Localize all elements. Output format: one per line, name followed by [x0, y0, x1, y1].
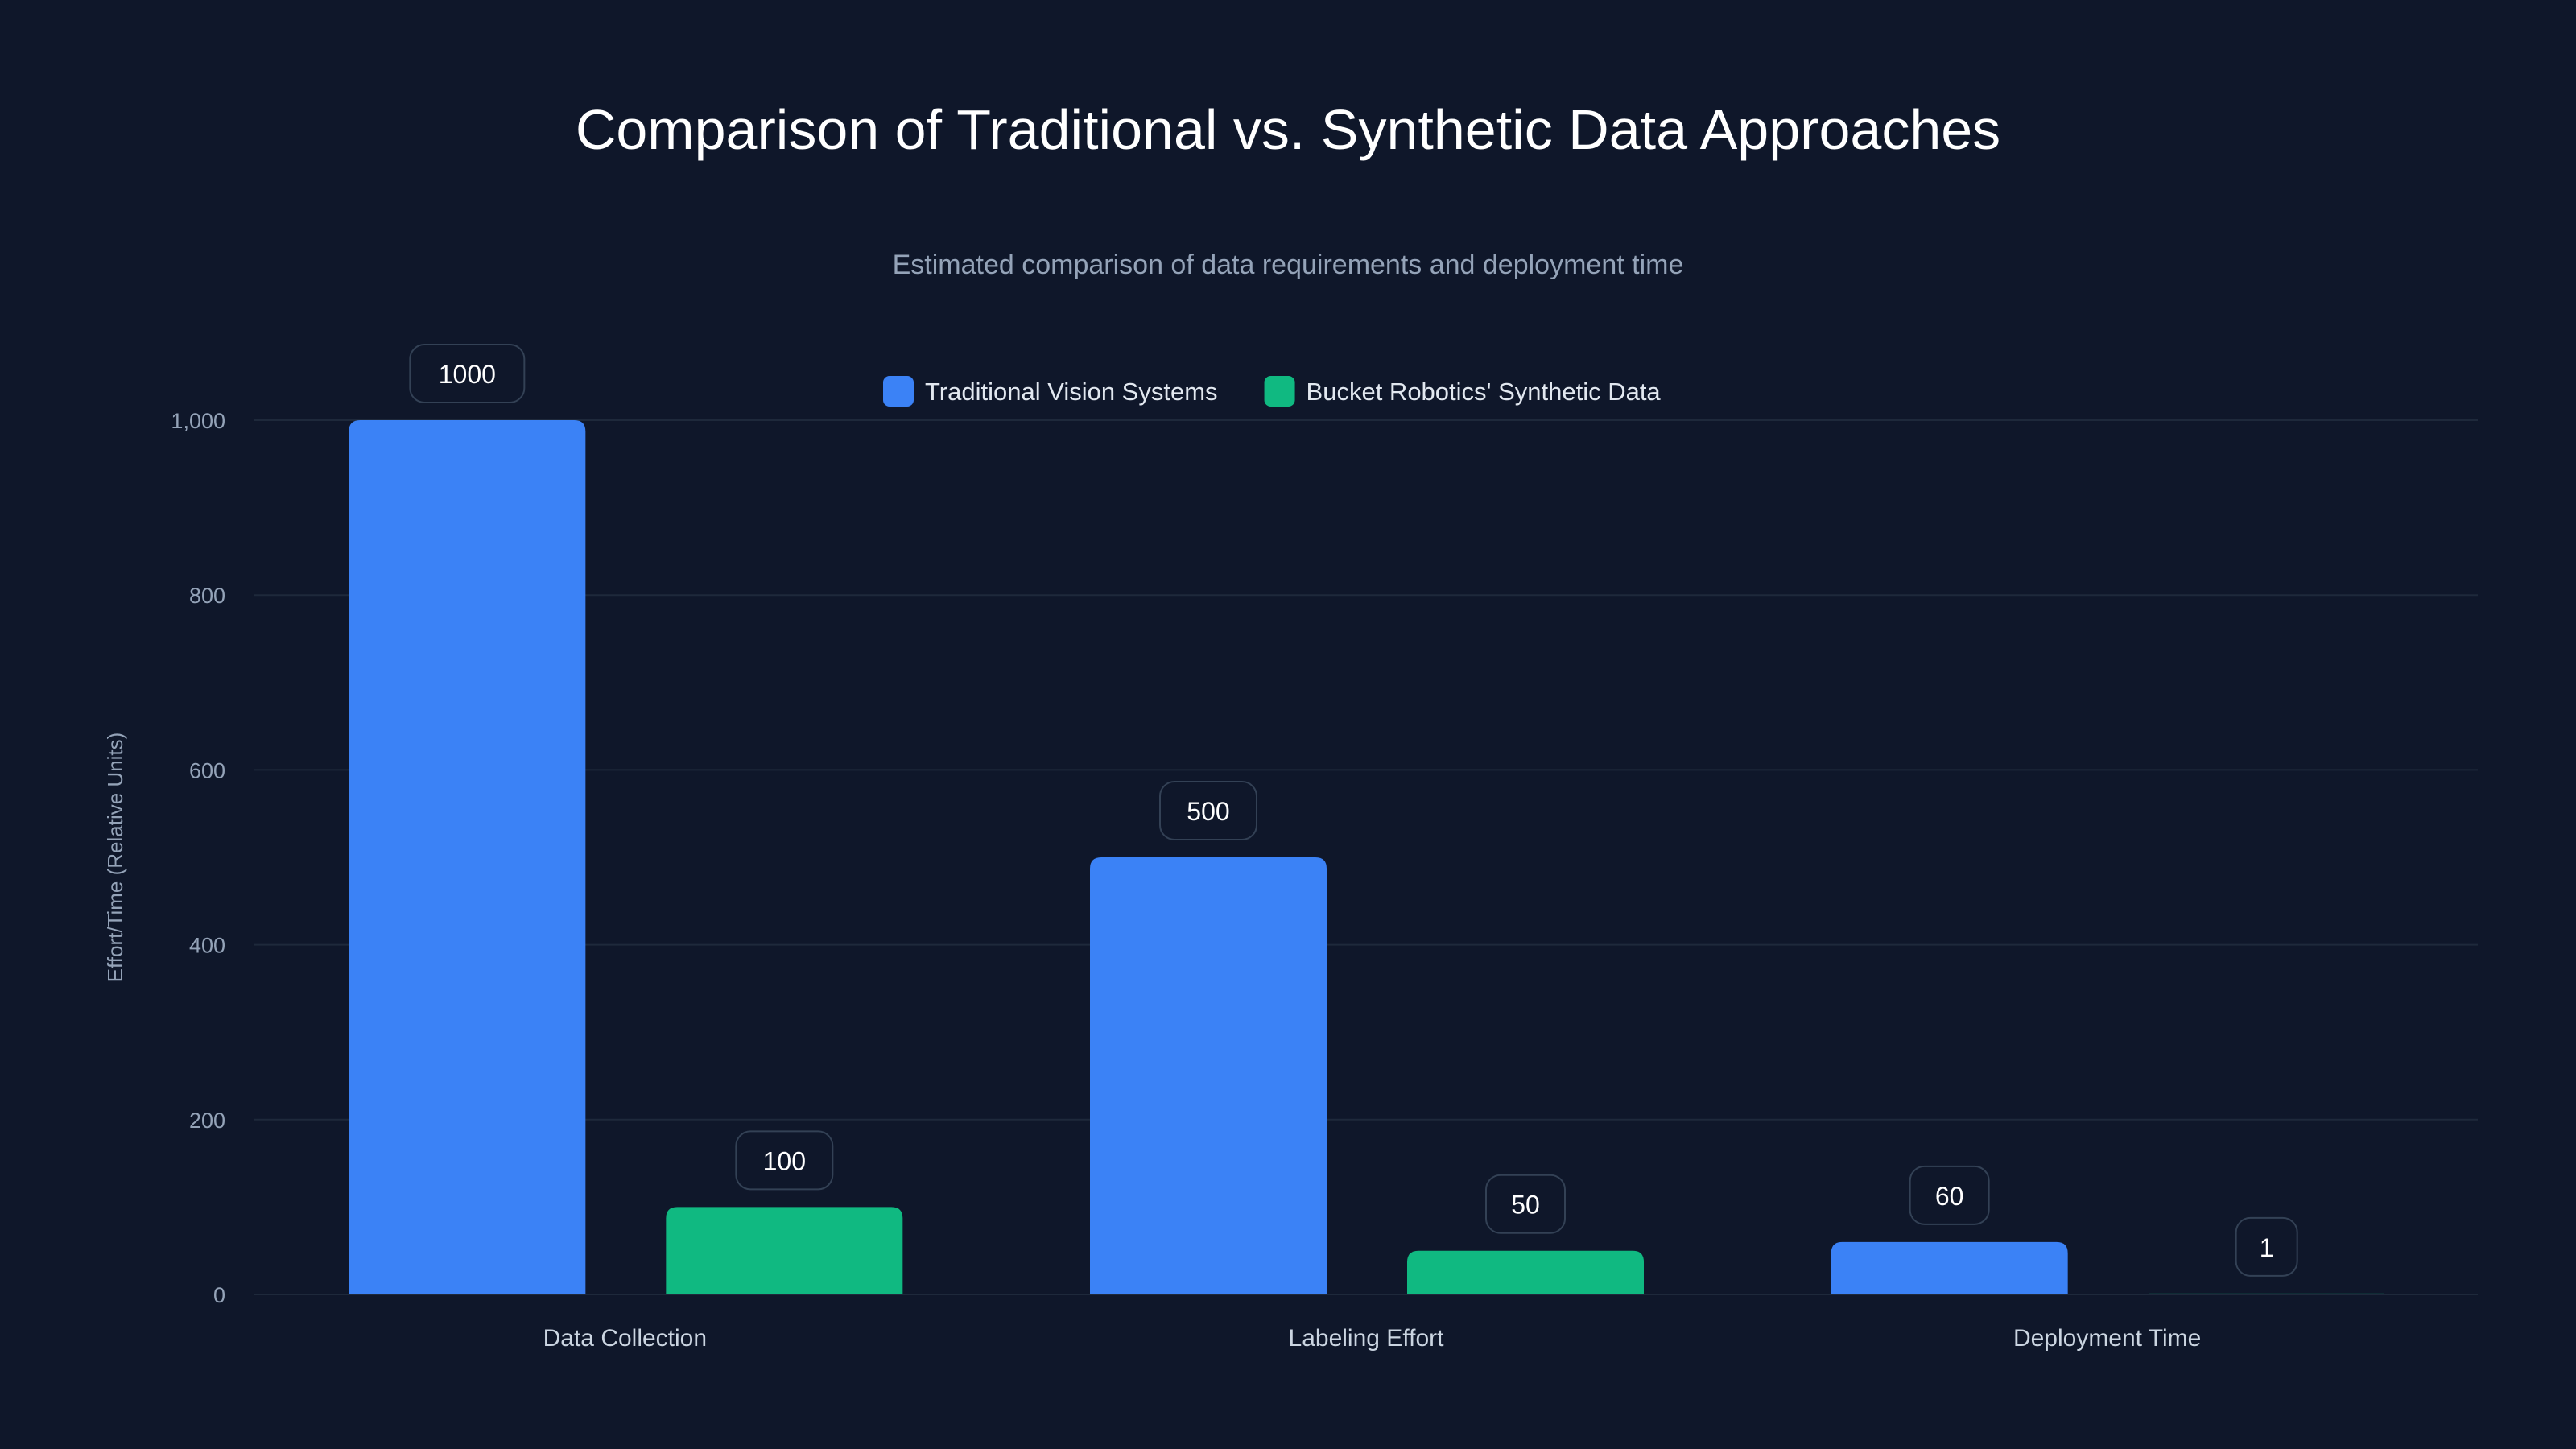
legend-swatch [883, 376, 914, 407]
legend: Traditional Vision Systems Bucket Robotic… [883, 376, 1661, 407]
data-label: 50 [1485, 1174, 1566, 1234]
bar [349, 420, 586, 1294]
bar [1831, 1241, 2068, 1294]
y-tick-label: 200 [189, 1108, 225, 1133]
data-label: 1 [2235, 1216, 2298, 1277]
grid [254, 419, 2478, 1295]
legend-label: Traditional Vision Systems [925, 378, 1218, 406]
data-label: 60 [1909, 1165, 1990, 1225]
svg-text:1: 1 [2260, 1233, 2274, 1262]
legend-item[interactable]: Bucket Robotics' Synthetic Data [1264, 376, 1662, 407]
svg-text:100: 100 [763, 1146, 806, 1175]
legend-item[interactable]: Traditional Vision Systems [883, 376, 1218, 407]
legend-swatch [1264, 376, 1295, 407]
bar [666, 1207, 903, 1294]
y-tick-label: 800 [189, 584, 225, 608]
bar [1407, 1250, 1644, 1294]
bars: 1000 100 500 50 60 1 [349, 344, 2385, 1294]
svg-text:60: 60 [1935, 1182, 1964, 1211]
x-axis: Data Collection Labeling Effort Deployment… [543, 1325, 2202, 1352]
data-label: 100 [735, 1130, 834, 1191]
y-tick-label: 1,000 [171, 409, 225, 433]
legend-label: Bucket Robotics' Synthetic Data [1307, 378, 1662, 406]
x-tick-label: Data Collection [543, 1325, 707, 1352]
chart-subtitle: Estimated comparison of data requirement… [893, 250, 1684, 280]
y-tick-label: 600 [189, 758, 225, 782]
svg-text:50: 50 [1511, 1191, 1540, 1220]
svg-text:1000: 1000 [439, 360, 496, 389]
y-tick-label: 400 [189, 934, 225, 958]
y-tick-label: 0 [213, 1283, 225, 1307]
y-axis-label: Effort/Time (Relative Units) [103, 733, 127, 983]
data-label: 500 [1159, 781, 1257, 840]
chart-title: Comparison of Traditional vs. Synthetic … [576, 98, 2000, 161]
svg-text:500: 500 [1187, 797, 1229, 826]
bar [1090, 857, 1327, 1294]
y-axis: 0 200 400 600 800 1,000 [171, 409, 225, 1307]
x-tick-label: Deployment Time [2013, 1325, 2201, 1352]
x-tick-label: Labeling Effort [1289, 1325, 1445, 1352]
data-label: 1000 [409, 344, 526, 403]
